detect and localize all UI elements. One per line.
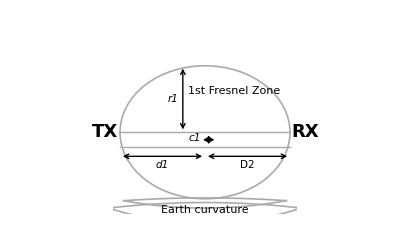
Text: RX: RX (292, 123, 320, 141)
Text: d1: d1 (156, 160, 169, 170)
Text: Earth curvature: Earth curvature (161, 205, 249, 215)
Text: r1: r1 (167, 94, 178, 104)
Text: c1: c1 (189, 133, 201, 143)
Text: D2: D2 (240, 160, 255, 170)
Text: TX: TX (92, 123, 118, 141)
Text: 1st Fresnel Zone: 1st Fresnel Zone (188, 86, 281, 96)
